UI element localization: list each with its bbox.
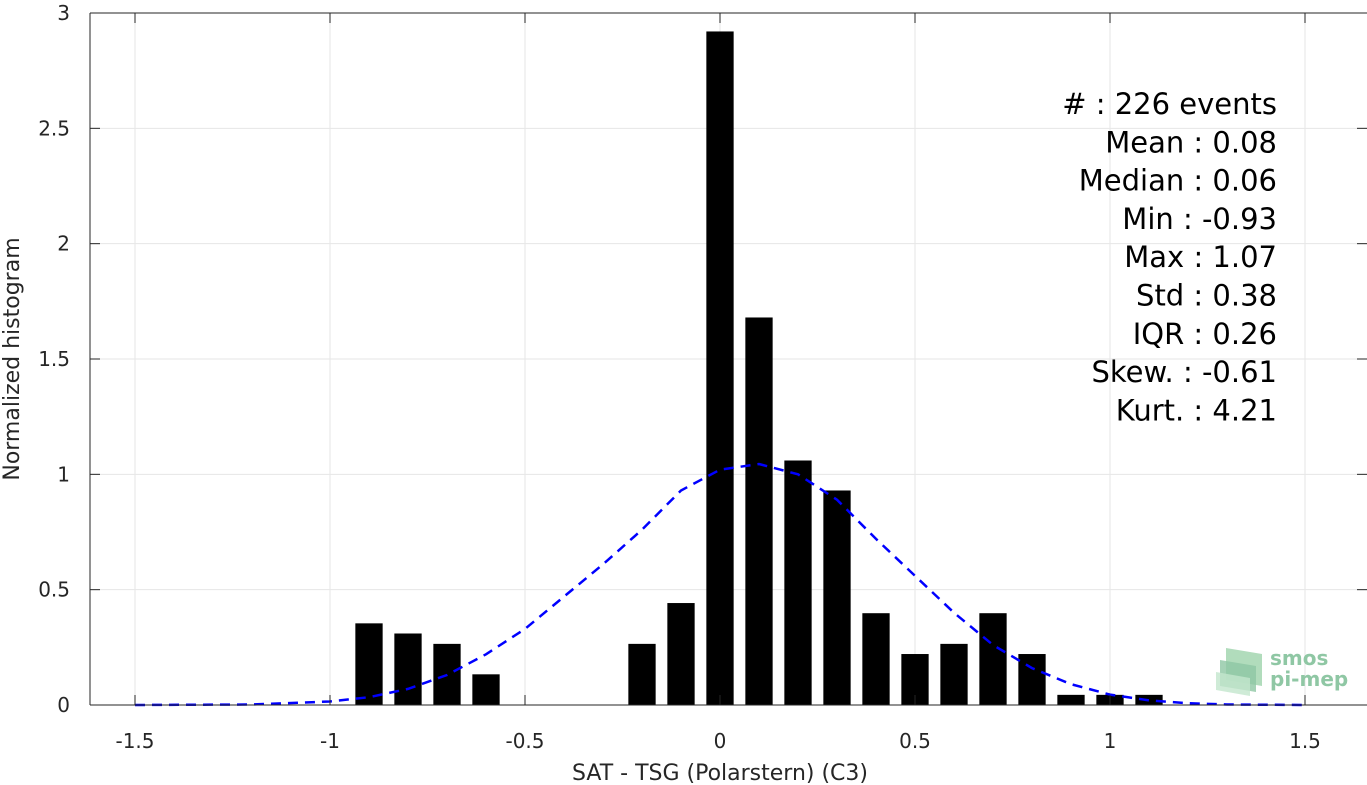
gaussian-fit-curve — [134, 462, 1306, 707]
logo-icon — [1216, 648, 1262, 696]
stat-line: Min : -0.93 — [1122, 202, 1277, 236]
histogram-bar — [355, 623, 383, 705]
logo-line2: pi-mep — [1270, 667, 1348, 691]
histogram-bar — [472, 674, 500, 705]
stat-line: # : 226 events — [1062, 87, 1277, 121]
fit-curve-layer — [134, 462, 1306, 707]
x-tick-label: 1 — [1104, 729, 1117, 753]
histogram-bar — [979, 613, 1007, 705]
stat-line: IQR : 0.26 — [1133, 317, 1277, 351]
x-tick-label: 0 — [714, 729, 727, 753]
x-axis-label: SAT - TSG (Polarstern) (C3) — [572, 761, 868, 785]
x-tick-label: -0.5 — [505, 729, 544, 753]
y-tick-label: 2.5 — [38, 116, 70, 140]
y-axis-label: Normalized histogram — [0, 237, 25, 480]
x-axis-ticks: -1.5 -1 -0.5 0 0.5 1 1.5 — [115, 13, 1321, 753]
histogram-bar — [823, 490, 851, 705]
histogram-bar — [862, 613, 890, 705]
histogram-bar — [1135, 694, 1163, 705]
y-tick-label: 3 — [57, 1, 70, 25]
logo-line1: smos — [1270, 646, 1328, 670]
x-tick-label: -1 — [320, 729, 340, 753]
histogram-bar — [745, 317, 773, 705]
histogram-bar — [628, 643, 656, 705]
stat-line: Median : 0.06 — [1079, 164, 1277, 198]
y-tick-label: 0.5 — [38, 578, 70, 602]
stat-line: Std : 0.38 — [1136, 279, 1277, 313]
histogram-bar — [1018, 654, 1046, 705]
histogram-bar — [706, 31, 734, 706]
x-tick-label: 1.5 — [1289, 729, 1321, 753]
x-tick-label: 0.5 — [899, 729, 931, 753]
y-tick-label: 1.5 — [38, 347, 70, 371]
x-tick-label: -1.5 — [115, 729, 154, 753]
histogram-bar — [667, 603, 695, 705]
histogram-bar — [394, 633, 422, 705]
histogram-bar — [940, 643, 968, 705]
stat-line: Kurt. : 4.21 — [1116, 393, 1277, 427]
y-tick-label: 2 — [57, 232, 70, 256]
stat-line: Skew. : -0.61 — [1091, 355, 1277, 389]
histogram-bar — [1057, 694, 1085, 705]
histogram-bar — [784, 460, 812, 705]
stats-box: # : 226 events Mean : 0.08 Median : 0.06 Mi… — [1062, 87, 1277, 427]
y-tick-label: 0 — [57, 693, 70, 717]
stat-line: Max : 1.07 — [1124, 240, 1277, 274]
stat-line: Mean : 0.08 — [1105, 125, 1277, 159]
y-tick-label: 1 — [57, 462, 70, 486]
smos-pi-mep-logo: smos pi-mep — [1216, 646, 1348, 696]
y-axis-ticks: 0 0.5 1 1.5 2 2.5 3 — [38, 1, 1367, 717]
bars-layer — [355, 31, 1163, 706]
